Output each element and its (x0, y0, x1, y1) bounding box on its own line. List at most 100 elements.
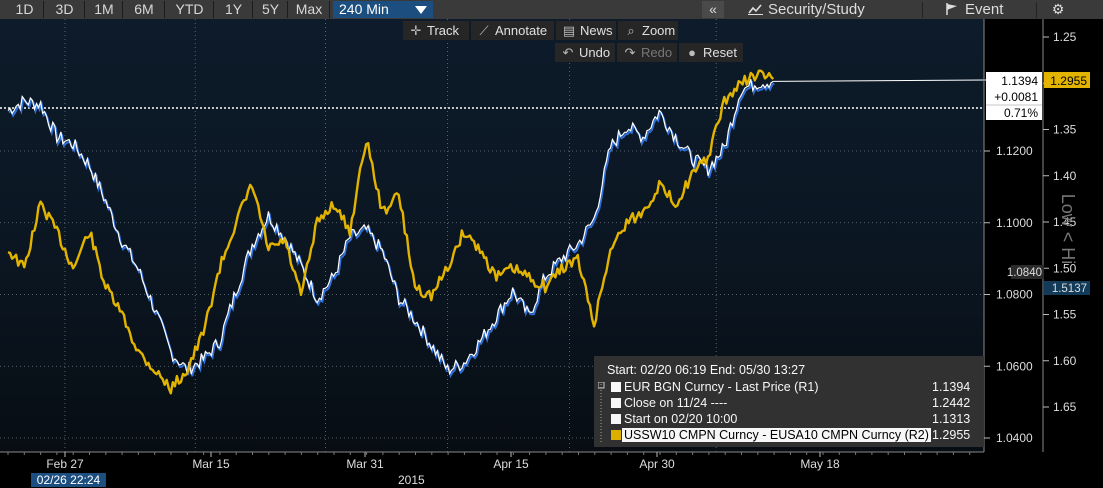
r1-tick-label: 1.0800 (996, 288, 1033, 302)
r2-tick-label: 1.50 (1053, 261, 1077, 275)
spread-tag-value: 1.2955 (1050, 74, 1087, 88)
legend-label: EUR BGN Curncy - Last Price (R1) (624, 380, 819, 394)
spread-marker-value: 1.5137 (1052, 283, 1087, 295)
magnifier-icon: ⌕ (627, 23, 635, 38)
top-toolbar: 1D 3D 1M 6M YTD 1Y 5Y Max 240 Min « Security/St… (0, 0, 1103, 19)
r1-tick-label: 1.1200 (996, 144, 1033, 158)
redo-label: Redo (641, 45, 673, 60)
eur-price-tag: 1.1394 +0.0081 0.71% (986, 72, 1042, 120)
pencil-icon: ⟋ (479, 23, 489, 38)
legend-swatch (611, 414, 621, 424)
x-tick-label: Apr 15 (493, 457, 529, 471)
reset-dot-icon: ● (688, 45, 696, 60)
spread-series (7, 69, 775, 395)
x-tick-label: Apr 30 (639, 457, 675, 471)
event-button[interactable]: Event (945, 1, 1003, 18)
zoom-button[interactable]: ⌕ Zoom (618, 21, 678, 40)
gear-icon[interactable]: ⚙ (1051, 1, 1065, 17)
news-button[interactable]: ▤ News (556, 21, 616, 40)
legend-row-spread[interactable]: USSW10 CMPN Curncy - EUSA10 CMPN Curncy … (606, 428, 976, 443)
r2-tick-label: 1.45 (1053, 215, 1077, 229)
legend-row-eur[interactable]: EUR BGN Curncy - Last Price (R1) (606, 380, 976, 395)
range-button-max[interactable]: Max (289, 1, 330, 18)
eur-price-series (7, 79, 774, 376)
news-icon: ▤ (562, 23, 576, 38)
undo-label: Undo (579, 45, 611, 60)
range-button-1m[interactable]: 1M (86, 1, 123, 18)
eur-price-line (7, 79, 774, 376)
interval-label: 240 Min (339, 1, 389, 17)
reset-label: Reset (703, 45, 737, 60)
legend-tree-lines (598, 382, 605, 442)
range-button-1y[interactable]: 1Y (215, 1, 253, 18)
date-cursor-label: 02/26 22:24 (31, 473, 106, 487)
r2-tick-label: 1.65 (1053, 400, 1077, 414)
legend-row-close[interactable]: Close on 11/24 ---- (606, 396, 976, 411)
news-label: News (580, 23, 613, 38)
range-button-6m[interactable]: 6M (124, 1, 165, 18)
r2-tick-label: 1.60 (1053, 354, 1077, 368)
legend-swatch (611, 398, 621, 408)
right-axis-title: Low < Hi (1058, 194, 1078, 265)
legend-label: Close on 11/24 ---- (624, 396, 728, 410)
range-button-1d[interactable]: 1D (6, 1, 44, 18)
legend-label: Start on 02/20 10:00 (624, 412, 738, 426)
r2-tick-label: 1.40 (1053, 169, 1077, 183)
security-study-label: Security/Study (768, 1, 865, 18)
eur-low-marker-value: 1.0840 (1007, 267, 1042, 279)
r2-tick-label: 1.25 (1053, 30, 1077, 44)
r1-tick-label: 1.1000 (996, 216, 1033, 230)
r2-tick-label: 1.55 (1053, 308, 1077, 322)
collapse-button[interactable]: « (702, 1, 724, 18)
crosshair-icon: ✛ (410, 23, 422, 38)
legend-header: Start: 02/20 06:19 End: 05/30 13:27 (607, 363, 806, 377)
flag-icon (946, 3, 957, 15)
year-label: 2015 (398, 473, 425, 487)
range-button-5y[interactable]: 5Y (254, 1, 288, 18)
range-button-ytd[interactable]: YTD (166, 1, 214, 18)
annotate-button[interactable]: ⟋ Annotate (471, 21, 554, 40)
legend-swatch (611, 430, 621, 440)
r1-axis: 1.0400 1.0600 1.0800 1.1000 1.1200 (983, 19, 1033, 452)
legend-swatch (611, 382, 621, 392)
legend-label: USSW10 CMPN Curncy - EUSA10 CMPN Curncy … (622, 428, 931, 442)
zoom-label: Zoom (642, 23, 676, 38)
spread-tag: 1.2955 (1044, 72, 1090, 88)
eur-low-marker: 1.0840 (1007, 265, 1044, 279)
r2-tick-label: 1.35 (1053, 123, 1077, 137)
chevron-down-icon (415, 6, 427, 14)
legend-value: 1.2955 (932, 428, 971, 442)
eur-change-tag: +0.0081 (994, 90, 1038, 104)
current-price-line-stroke (773, 79, 987, 82)
r1-tick-label: 1.0400 (996, 431, 1033, 445)
reset-button[interactable]: ● Reset (679, 43, 743, 62)
eur-pct-tag: 0.71% (1004, 106, 1038, 120)
redo-icon: ↷ (624, 45, 636, 60)
x-tick-label: Mar 31 (346, 457, 384, 471)
spread-line (7, 69, 775, 395)
legend-value: 1.1313 (932, 412, 971, 426)
x-tick-label: Feb 27 (46, 457, 84, 471)
interval-dropdown[interactable]: 240 Min (333, 1, 433, 18)
range-button-3d[interactable]: 3D (45, 1, 85, 18)
track-button[interactable]: ✛ Track (403, 21, 469, 40)
spread-marker: 1.5137 (1044, 281, 1090, 295)
legend-value: 1.1394 (932, 380, 971, 394)
annotate-label: Annotate (495, 23, 548, 38)
current-price-line (773, 79, 987, 82)
x-axis: Feb 27 Mar 15 Mar 31 Apr 15 Apr 30 May 18 (0, 451, 984, 471)
legend-panel: Start: 02/20 06:19 End: 05/30 13:27 EUR … (594, 356, 984, 447)
security-study-button[interactable]: Security/Study (748, 1, 865, 18)
r1-tick-label: 1.0600 (996, 359, 1033, 373)
undo-button[interactable]: ↶ Undo (555, 43, 615, 62)
legend-value: 1.2442 (932, 396, 971, 410)
redo-button[interactable]: ↷ Redo (617, 43, 677, 62)
event-label: Event (965, 1, 1004, 18)
eur-price-tag-value: 1.1394 (1001, 74, 1038, 88)
track-label: Track (427, 23, 460, 38)
undo-icon: ↶ (562, 45, 574, 60)
x-tick-label: Mar 15 (192, 457, 230, 471)
legend-row-start[interactable]: Start on 02/20 10:00 (606, 412, 976, 427)
x-tick-label: May 18 (800, 457, 840, 471)
chart-study-icon (748, 4, 763, 15)
